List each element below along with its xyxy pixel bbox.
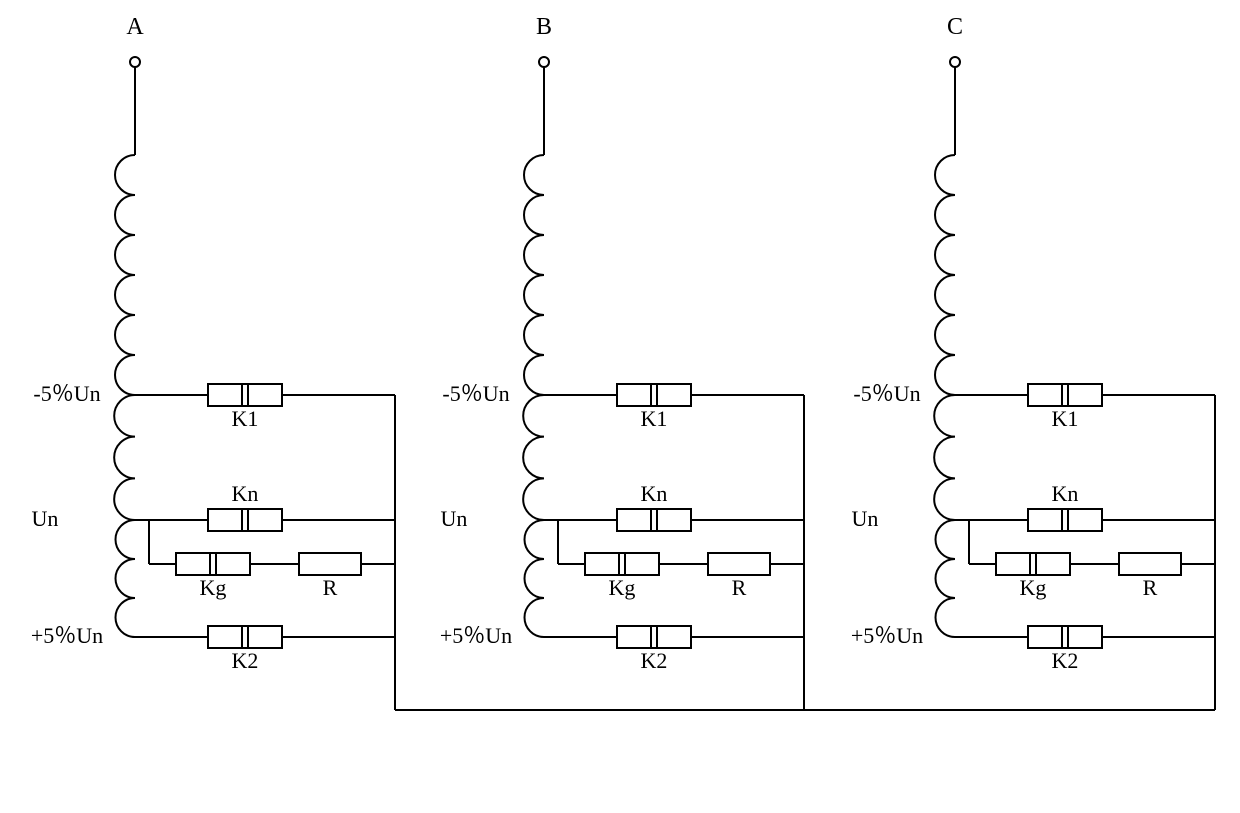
circuit-diagram: A -5％Un Un +5％Un K1 Kn Kg R K2 B -5％Un Un +5％Un K1 Kn K… — [0, 0, 1240, 813]
phase-label-B: B — [536, 14, 552, 40]
switch-kg-C — [996, 553, 1070, 575]
switch-k2-C — [1028, 626, 1102, 648]
tap-un-label-A: Un — [32, 506, 59, 531]
terminal-C — [950, 57, 960, 67]
tap-un-label-C: Un — [852, 506, 879, 531]
switch-k1-A — [208, 384, 282, 406]
resistor-r-B-label: R — [732, 575, 747, 600]
phase-label-A: A — [126, 14, 144, 40]
coil-upper-C — [935, 155, 955, 395]
switch-kn-label-B: Kn — [641, 481, 668, 506]
resistor-r-C-label: R — [1143, 575, 1158, 600]
switch-kn-B — [617, 509, 691, 531]
tap-plus5-label-A: +5％Un — [31, 623, 103, 648]
phase-B — [523, 57, 804, 710]
switch-k2-B-label: K2 — [641, 648, 668, 673]
resistor-r-A-label: R — [323, 575, 338, 600]
switch-k2-A — [208, 626, 282, 648]
switch-k2-B — [617, 626, 691, 648]
terminal-B — [539, 57, 549, 67]
resistor-r-A — [299, 553, 361, 575]
switch-kg-C-label: Kg — [1020, 575, 1047, 600]
tap-un-label-B: Un — [441, 506, 468, 531]
coil-mid-A — [114, 395, 135, 520]
switch-k1-A-label: K1 — [232, 406, 259, 431]
coil-upper-B — [524, 155, 544, 395]
coil-mid-C — [934, 395, 955, 520]
switch-k1-B — [617, 384, 691, 406]
tap-minus5-label-A: -5％Un — [33, 381, 100, 406]
switch-k2-A-label: K2 — [232, 648, 259, 673]
switch-k1-B-label: K1 — [641, 406, 668, 431]
coil-mid-B — [523, 395, 544, 520]
resistor-r-C — [1119, 553, 1181, 575]
switch-kg-B — [585, 553, 659, 575]
tap-plus5-label-B: +5％Un — [440, 623, 512, 648]
tap-minus5-label-C: -5％Un — [853, 381, 920, 406]
switch-k1-C-label: K1 — [1052, 406, 1079, 431]
terminal-A — [130, 57, 140, 67]
switch-kn-label-C: Kn — [1052, 481, 1079, 506]
coil-low-A — [116, 520, 136, 637]
coil-upper-A — [115, 155, 135, 395]
resistor-r-B — [708, 553, 770, 575]
switch-kn-C — [1028, 509, 1102, 531]
switch-kg-B-label: Kg — [609, 575, 636, 600]
switch-k1-C — [1028, 384, 1102, 406]
switch-kg-A-label: Kg — [200, 575, 227, 600]
phase-A — [114, 57, 395, 710]
coil-low-C — [936, 520, 955, 637]
phase-C — [934, 57, 1215, 710]
switch-kn-label-A: Kn — [232, 481, 259, 506]
tap-plus5-label-C: +5％Un — [851, 623, 923, 648]
switch-kg-A — [176, 553, 250, 575]
switch-kn-A — [208, 509, 282, 531]
coil-low-B — [525, 520, 545, 637]
tap-minus5-label-B: -5％Un — [442, 381, 509, 406]
switch-k2-C-label: K2 — [1052, 648, 1079, 673]
phase-label-C: C — [947, 14, 963, 40]
